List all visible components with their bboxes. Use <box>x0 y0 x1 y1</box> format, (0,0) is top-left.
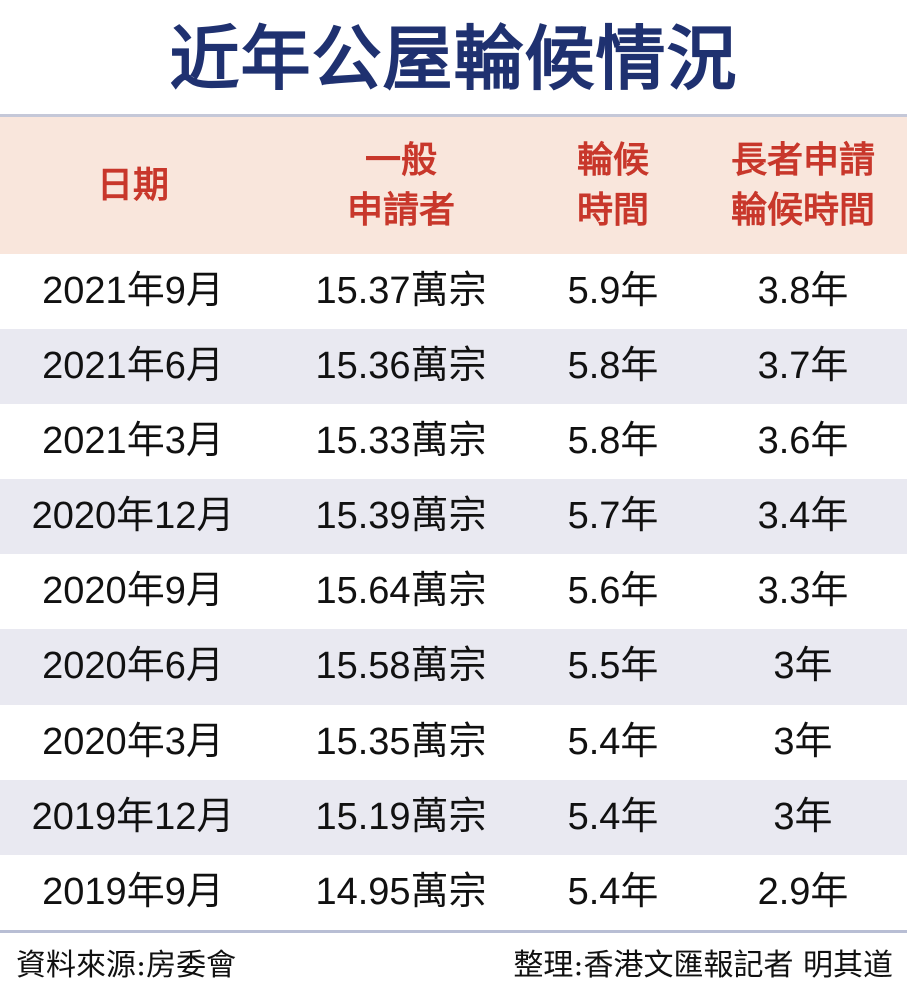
table-row: 2019年12月 15.19萬宗 5.4年 3年 <box>0 779 907 855</box>
cell-applicants: 15.39萬宗 <box>315 495 487 538</box>
header-top-divider <box>0 114 907 117</box>
cell-wait: 5.6年 <box>567 570 659 613</box>
credit-note: 整理:香港文匯報記者 明其道 <box>513 948 893 983</box>
footer-divider <box>0 930 907 933</box>
header-elderly-line1: 長者申請 <box>730 139 875 181</box>
cell-applicants: 15.37萬宗 <box>315 270 487 312</box>
cell-elderly-wait: 3年 <box>773 795 833 838</box>
table-row: 2021年9月 15.37萬宗 5.9年 3.8年 <box>0 254 907 329</box>
cell-elderly-wait: 3年 <box>773 720 833 763</box>
cell-applicants: 14.95萬宗 <box>315 870 487 913</box>
table-row: 2020年6月 15.58萬宗 5.5年 3年 <box>0 629 907 705</box>
table-row: 2020年12月 15.39萬宗 5.7年 3.4年 <box>0 479 907 555</box>
table-row: 2021年3月 15.33萬宗 5.8年 3.6年 <box>0 404 907 479</box>
table-row: 2019年9月 14.95萬宗 5.4年 2.9年 <box>0 855 907 930</box>
cell-wait: 5.8年 <box>567 345 659 388</box>
header-wait-line2: 時間 <box>576 189 649 231</box>
header-elderly-line2: 輪候時間 <box>730 189 875 231</box>
cell-date: 2020年3月 <box>42 720 224 763</box>
cell-applicants: 15.35萬宗 <box>315 720 487 763</box>
header-date-label: 日期 <box>96 164 169 206</box>
cell-elderly-wait: 3.4年 <box>757 495 849 538</box>
cell-date: 2021年9月 <box>42 270 224 312</box>
cell-date: 2019年12月 <box>31 795 235 838</box>
page-title: 近年公屋輪候情況 <box>169 17 738 100</box>
cell-elderly-wait: 3年 <box>773 645 833 688</box>
cell-elderly-wait: 2.9年 <box>757 870 849 913</box>
cell-date: 2020年9月 <box>42 570 224 613</box>
source-note: 資料來源:房委會 <box>16 948 237 983</box>
table-header: 日期 一般 申請者 輪候 時間 長者申請 輪候時間 <box>0 117 907 254</box>
cell-elderly-wait: 3.6年 <box>757 420 849 463</box>
cell-date: 2020年12月 <box>31 495 235 538</box>
header-general-applicants: 一般 申請者 <box>286 117 516 254</box>
cell-date: 2020年6月 <box>42 645 224 688</box>
cell-applicants: 15.33萬宗 <box>315 420 487 463</box>
cell-elderly-wait: 3.3年 <box>757 570 849 613</box>
cell-wait: 5.8年 <box>567 420 659 463</box>
cell-wait: 5.4年 <box>567 720 659 763</box>
cell-wait: 5.5年 <box>567 645 659 688</box>
cell-elderly-wait: 3.7年 <box>757 345 849 388</box>
cell-applicants: 15.64萬宗 <box>315 570 487 613</box>
table-row: 2021年6月 15.36萬宗 5.8年 3.7年 <box>0 329 907 405</box>
header-elderly-wait-time: 長者申請 輪候時間 <box>713 117 893 254</box>
cell-wait: 5.4年 <box>567 870 659 913</box>
cell-applicants: 15.58萬宗 <box>315 645 487 688</box>
table-body: 2021年9月 15.37萬宗 5.9年 3.8年 2021年6月 15.36萬… <box>0 254 907 930</box>
cell-wait: 5.7年 <box>567 495 659 538</box>
header-date: 日期 <box>0 117 266 254</box>
cell-wait: 5.4年 <box>567 795 659 838</box>
cell-date: 2019年9月 <box>42 870 224 913</box>
cell-date: 2021年3月 <box>42 420 224 463</box>
cell-applicants: 15.36萬宗 <box>315 345 487 388</box>
header-wait-time: 輪候 時間 <box>533 117 693 254</box>
table-row: 2020年9月 15.64萬宗 5.6年 3.3年 <box>0 554 907 629</box>
header-general-line1: 一般 <box>364 139 437 181</box>
cell-date: 2021年6月 <box>42 345 224 388</box>
cell-elderly-wait: 3.8年 <box>757 270 849 312</box>
cell-applicants: 15.19萬宗 <box>315 795 487 838</box>
cell-wait: 5.9年 <box>567 270 659 312</box>
header-general-line2: 申請者 <box>346 189 455 231</box>
header-wait-line1: 輪候 <box>576 139 649 181</box>
table-row: 2020年3月 15.35萬宗 5.4年 3年 <box>0 705 907 780</box>
